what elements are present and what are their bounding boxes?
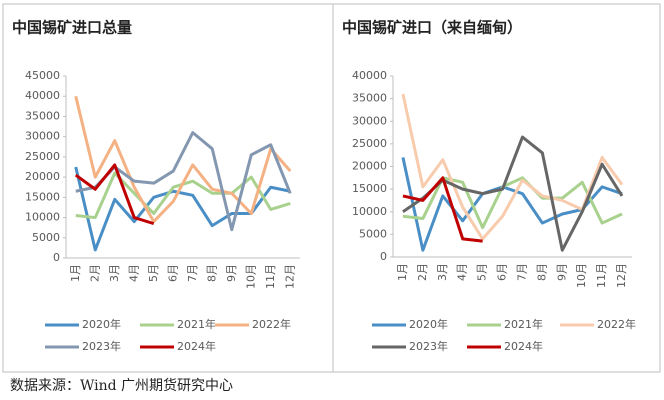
y-tick-label: 30000 (25, 130, 60, 143)
y-tick-label: 30000 (352, 114, 387, 127)
y-tick-label: 5000 (359, 227, 387, 240)
y-tick-label: 15000 (25, 190, 60, 203)
legend-label: 2020年 (409, 317, 448, 331)
y-tick-label: 10000 (352, 205, 387, 218)
x-tick-label: 12月 (283, 264, 296, 289)
x-tick-label: 11月 (264, 264, 277, 289)
source: 数据来源：Wind 广州期货研究中心 (10, 377, 233, 394)
legend-label: 2021年 (504, 317, 543, 331)
x-tick-label: 4月 (456, 263, 469, 281)
y-tick-label: 15000 (352, 182, 387, 195)
chart-title: 中国锡矿进口总量 (12, 19, 132, 37)
x-tick-label: 6月 (496, 263, 509, 281)
series-line (74, 163, 155, 226)
x-tick-label: 1月 (396, 263, 409, 281)
series-line (402, 176, 483, 243)
x-tick-label: 2月 (416, 263, 429, 281)
legend-label: 2024年 (177, 339, 216, 353)
x-tick-label: 8月 (535, 263, 548, 281)
x-tick-label: 9月 (555, 263, 568, 281)
legend-label: 2022年 (252, 317, 291, 331)
y-tick-label: 20000 (352, 160, 387, 173)
y-tick-label: 40000 (352, 69, 387, 82)
x-tick-label: 7月 (515, 263, 528, 281)
x-tick-label: 10月 (575, 263, 588, 288)
x-tick-label: 5月 (147, 264, 160, 282)
y-tick-label: 20000 (25, 170, 60, 183)
legend-label: 2023年 (409, 339, 448, 353)
x-tick-label: 3月 (436, 263, 449, 281)
x-tick-label: 5月 (476, 263, 489, 281)
y-tick-label: 25000 (25, 150, 60, 163)
x-tick-label: 12月 (615, 263, 628, 288)
y-tick-label: 25000 (352, 137, 387, 150)
series-line (74, 95, 292, 224)
y-tick-label: 0 (53, 251, 60, 264)
x-tick-label: 9月 (225, 264, 238, 282)
y-tick-label: 35000 (25, 109, 60, 122)
y-tick-label: 45000 (25, 69, 60, 82)
x-tick-label: 1月 (69, 264, 82, 282)
y-tick-label: 5000 (32, 231, 60, 244)
x-tick-label: 3月 (108, 264, 121, 282)
legend-label: 2021年 (177, 317, 216, 331)
x-tick-label: 6月 (166, 264, 179, 282)
series-line (74, 166, 291, 252)
x-tick-label: 2月 (88, 264, 101, 282)
legend-label: 2023年 (82, 339, 121, 353)
x-tick-label: 4月 (127, 264, 140, 282)
x-tick-label: 10月 (244, 264, 257, 289)
legend-label: 2022年 (597, 317, 636, 331)
y-tick-label: 0 (380, 250, 387, 263)
x-tick-label: 7月 (186, 264, 199, 282)
y-tick-label: 10000 (25, 211, 60, 224)
chart-title: 中国锡矿进口（来自缅甸） (342, 19, 522, 37)
y-tick-label: 35000 (352, 92, 387, 105)
frame (2, 3, 661, 373)
legend-label: 2020年 (82, 317, 121, 331)
y-tick-label: 40000 (25, 89, 60, 102)
x-tick-label: 11月 (595, 263, 608, 288)
legend-label: 2024年 (504, 339, 543, 353)
x-tick-label: 8月 (205, 264, 218, 282)
